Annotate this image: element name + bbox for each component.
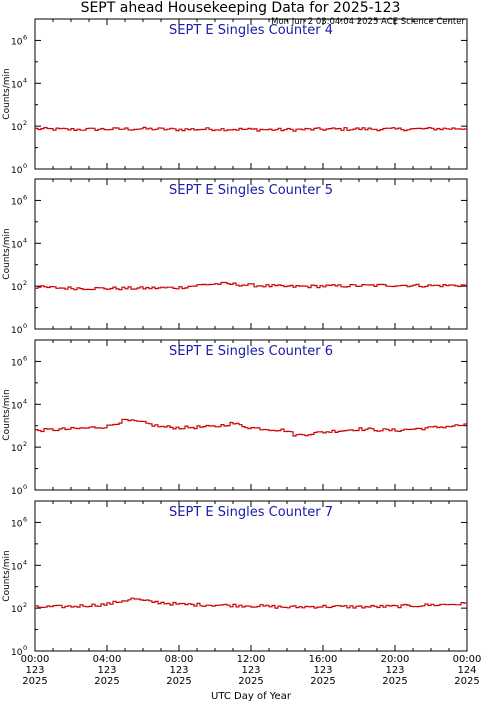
y-tick-exponent: 2: [23, 119, 27, 127]
y-tick-label: 10: [11, 487, 23, 497]
panel-frame: [34, 178, 468, 330]
x-tick-label: 2025: [94, 676, 119, 687]
y-tick-exponent: 4: [23, 397, 27, 405]
y-tick-label: 10: [11, 358, 23, 368]
x-tick-label: 2025: [22, 676, 47, 687]
y-tick-label: 10: [11, 605, 23, 615]
chart-title: SEPT ahead Housekeeping Data for 2025-12…: [80, 0, 401, 16]
y-tick-exponent: 6: [23, 354, 27, 362]
y-tick-exponent: 0: [23, 644, 27, 652]
x-tick-label: 2025: [238, 676, 263, 687]
x-tick-label: 00:00: [21, 654, 50, 665]
y-tick-exponent: 6: [23, 515, 27, 523]
x-tick-label: 123: [169, 665, 188, 676]
series-line-counter-4: [35, 126, 467, 132]
x-tick-label: 2025: [310, 676, 335, 687]
y-axis-label: Counts/min: [2, 68, 12, 119]
panel-frame: [34, 18, 468, 170]
panel-title: SEPT E Singles Counter 7: [169, 505, 333, 520]
x-tick-label: 123: [97, 665, 116, 676]
y-tick-exponent: 2: [23, 440, 27, 448]
y-tick-label: 10: [11, 240, 23, 250]
y-tick-exponent: 0: [23, 483, 27, 491]
y-tick-exponent: 4: [23, 76, 27, 84]
x-tick-label: 124: [457, 665, 476, 676]
panel-frame: [34, 339, 468, 491]
x-axis-label: UTC Day of Year: [211, 691, 292, 702]
panel-title: SEPT E Singles Counter 5: [169, 183, 333, 198]
x-tick-label: 123: [25, 665, 44, 676]
series-line-counter-7: [35, 597, 467, 609]
x-tick-label: 2025: [382, 676, 407, 687]
panel-title: SEPT E Singles Counter 4: [169, 23, 333, 38]
y-tick-label: 10: [11, 123, 23, 133]
series-line-counter-6: [35, 418, 467, 437]
panel-frame: [34, 500, 468, 652]
y-tick-label: 10: [11, 519, 23, 529]
y-tick-exponent: 6: [23, 33, 27, 41]
y-tick-label: 10: [11, 166, 23, 176]
x-tick-label: 20:00: [381, 654, 410, 665]
y-tick-label: 10: [11, 37, 23, 47]
y-tick-exponent: 4: [23, 236, 27, 244]
x-tick-label: 00:00: [453, 654, 481, 665]
y-tick-label: 10: [11, 401, 23, 411]
y-tick-label: 10: [11, 326, 23, 336]
x-tick-label: 123: [241, 665, 260, 676]
y-tick-exponent: 0: [23, 162, 27, 170]
y-tick-label: 10: [11, 562, 23, 572]
y-tick-exponent: 2: [23, 601, 27, 609]
x-tick-label: 08:00: [165, 654, 194, 665]
y-tick-label: 10: [11, 283, 23, 293]
x-tick-label: 12:00: [237, 654, 266, 665]
y-tick-label: 10: [11, 444, 23, 454]
generation-timestamp: Mon Jun 2 03:04:04 2025 ACE Science Cent…: [271, 17, 465, 27]
x-tick-label: 04:00: [93, 654, 122, 665]
y-tick-label: 10: [11, 648, 23, 658]
x-tick-label: 16:00: [309, 654, 338, 665]
x-tick-label: 2025: [454, 676, 479, 687]
y-tick-exponent: 2: [23, 279, 27, 287]
y-tick-exponent: 6: [23, 193, 27, 201]
x-tick-label: 2025: [166, 676, 191, 687]
y-tick-label: 10: [11, 197, 23, 207]
x-tick-label: 123: [313, 665, 332, 676]
series-line-counter-5: [35, 281, 467, 291]
x-tick-label: 123: [385, 665, 404, 676]
panel-title: SEPT E Singles Counter 6: [169, 344, 333, 359]
y-tick-label: 10: [11, 80, 23, 90]
y-axis-label: Counts/min: [2, 228, 12, 279]
y-axis-label: Counts/min: [2, 550, 12, 601]
y-tick-exponent: 4: [23, 558, 27, 566]
y-tick-exponent: 0: [23, 322, 27, 330]
y-axis-label: Counts/min: [2, 389, 12, 440]
